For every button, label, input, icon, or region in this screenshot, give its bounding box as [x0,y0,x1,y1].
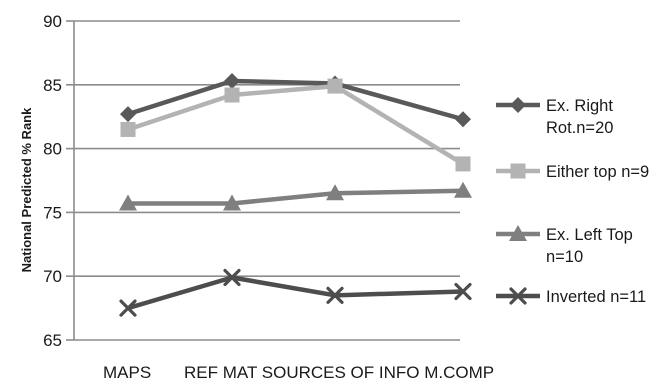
legend-marker-3 [509,225,527,241]
series-4 [119,268,472,317]
legend-item-1: Ex. Right Rot.n=20 [496,97,613,137]
legend-label-2: Either top n=9 [546,163,649,181]
legend-label-3-line-2: n=10 [546,248,583,266]
data-point-1-4 [455,111,471,128]
data-point-3-4 [454,181,472,198]
y-axis-label: National Predicted % Rank [19,107,34,272]
series-line-1 [127,78,464,122]
y-tick-label-75: 75 [43,203,62,222]
x-tick-label-maps: MAPS [103,363,151,382]
data-point-3-1 [119,194,137,211]
series-line-2 [127,83,465,166]
data-point-2-1 [120,121,136,137]
series-line-3 [128,188,464,206]
data-point-4-4 [454,282,472,301]
legend-label-3: Ex. Left Top [546,226,633,244]
data-point-1-2 [224,72,240,89]
legend-marker-4 [509,287,527,305]
x-tick-label-group: REF MAT SOURCES OF INFO M.COMP [184,363,494,382]
data-point-4-2 [223,268,241,287]
y-tick-label-65: 65 [43,331,62,350]
data-point-2-2 [224,87,240,103]
data-point-3-3 [326,184,344,201]
legend-item-2: Either top n=9 [496,163,649,181]
legend-label-1-line-2: Rot.n=20 [546,119,613,137]
legend: Ex. Right Rot.n=20 Either top n=9 Ex. Left … [496,97,649,306]
data-point-4-1 [119,299,137,317]
data-point-1-1 [120,106,136,123]
series-1 [120,72,471,128]
series-lines [119,72,472,317]
y-tick-label-80: 80 [43,140,62,159]
y-tick-label-85: 85 [43,76,62,95]
legend-label-4: Inverted n=11 [546,288,646,306]
series-line-4 [127,275,464,311]
series-2 [120,78,471,172]
legend-item-4: Inverted n=11 [496,287,646,306]
data-point-3-2 [223,194,241,211]
data-point-4-3 [326,286,344,304]
legend-marker-2 [510,163,526,179]
data-point-2-3 [327,78,343,94]
grid-lines [74,20,460,341]
y-tick-label-90: 90 [43,12,62,31]
y-axis: 65 70 75 80 85 90 [43,12,75,350]
data-point-2-4 [455,156,471,172]
legend-marker-1 [510,97,526,113]
legend-label-1: Ex. Right [546,97,613,115]
series-3 [119,181,472,211]
x-axis-labels: MAPS REF MAT SOURCES OF INFO M.COMP [103,363,494,382]
legend-item-3: Ex. Left Top n=10 [496,225,633,266]
y-tick-label-70: 70 [43,267,62,286]
